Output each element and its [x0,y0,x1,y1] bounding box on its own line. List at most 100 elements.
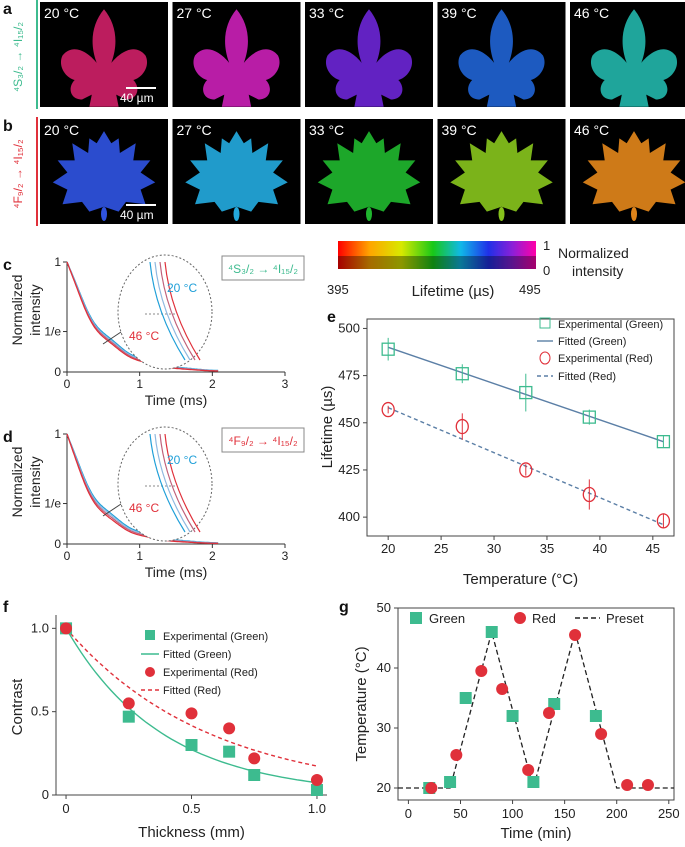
y-axis-label: Normalized [9,447,25,518]
panel-f: f 0 0.5 1.0 0 0.5 1.0 Thickness (mm) Contrast Exp… [3,599,327,841]
panel-a: a ⁴S₃/₂ → ⁴I₁₅/₂ 20 °C 40 µm 27 °C 33 °C 39 °C… [3,0,685,109]
y-tick-label: 20 [377,780,391,795]
temperature-label: 46 °C [574,5,609,21]
x-tick-label: 50 [453,806,467,821]
colorbar: 395 495 Lifetime (µs) 1 0 Normalized intensity [327,238,629,300]
point-red [122,697,135,710]
x-tick-label: 1.0 [308,801,326,816]
x-tick-label: 20 [381,541,395,556]
x-tick-label: 30 [487,541,501,556]
x-tick-label: 0 [405,806,412,821]
y-tick-label: 0 [42,787,49,802]
x-tick-label: 1 [136,549,143,563]
image-tile: 46 °C [570,2,685,107]
y-tick-label: 1/e [44,497,61,511]
zoom-inset [117,254,213,370]
y-tick-label: 475 [338,368,360,383]
transition-box [221,255,305,281]
point-red [455,418,469,435]
panel-e: e 20 25 30 35 40 45 400 425 450 475 500 Temperature … [319,309,675,588]
x-tick-label: 2 [209,377,216,391]
colorbar-norm-bottom: 0 [543,263,550,278]
x-tick-label: 3 [282,549,289,563]
legend-label: Fitted (Green) [558,336,626,348]
point-red [641,779,654,791]
image-tile: 33 °C [305,119,433,224]
y-tick-label: 1/e [44,325,61,339]
x-tick-label: 45 [646,541,660,556]
point-green [381,342,395,356]
legend-marker-green [539,317,551,329]
y-axis-label: Contrast [9,678,26,736]
inset-curve [164,261,201,361]
point-red [569,629,582,641]
point-green [589,710,602,722]
transition-box-label: ⁴S₃/₂ → ⁴I₁₅/₂ [228,262,298,276]
x-tick-label: 100 [502,806,524,821]
y-tick-label: 0.5 [31,704,49,719]
x-axis-label: Time (ms) [145,564,207,580]
temperature-label: 27 °C [177,122,212,138]
point-red [519,462,533,478]
scale-bar-label: 40 µm [120,91,154,105]
inset-curve [154,261,191,361]
x-axis-label: Thickness (mm) [138,824,245,841]
transition-box-label: ⁴F₉/₂ → ⁴I₁₅/₂ [228,434,298,448]
point-red [248,752,261,765]
preset-line [398,629,674,791]
y-tick-label: 0 [54,537,61,551]
specimen-droplet [233,207,240,221]
inset-label-46: 46 °C [129,329,159,343]
temperature-label: 46 °C [574,122,609,138]
colorbar-axis-label: Lifetime (µs) [412,283,495,300]
x-tick-label: 35 [540,541,554,556]
x-tick-label: 2 [209,549,216,563]
x-tick-label: 150 [554,806,576,821]
specimen-droplet [631,207,637,221]
point-green [223,745,236,758]
inset-curve [159,433,196,533]
image-tile: 20 °C 40 µm [40,2,168,107]
temperature-label: 33 °C [309,5,344,21]
point-red [621,779,634,791]
y-tick-label: 50 [377,600,391,615]
point-green [310,784,323,796]
colorbar-max: 495 [519,282,541,297]
legend-marker-green [410,612,422,624]
point-green [248,769,261,781]
panel-letter: g [339,599,349,616]
transition-label: ⁴S₃/₂ → ⁴I₁₅/₂ [11,22,25,92]
x-tick-label: 0 [64,377,71,391]
legend-label: Experimental (Red) [558,353,653,365]
x-tick-label: 250 [658,806,680,821]
inset-label-20: 20 °C [167,453,197,467]
panel-g: g 0 50 100 150 200 250 20 30 40 50 Time (min) Temper… [339,599,680,842]
colorbar-norm-title: Normalized [558,245,629,261]
point-red [522,764,535,776]
point-green [122,710,135,723]
point-red [582,486,596,503]
plot-frame [366,318,675,537]
legend-label: Fitted (Green) [163,649,231,661]
legend-label: Experimental (Green) [558,319,663,331]
panel-d: d 0 1 2 3 1 1/e 0 Time (ms) Normalized intensity 20… [3,426,305,580]
specimen-droplet [498,207,505,221]
point-red [450,749,463,761]
y-tick-label: 0 [54,365,61,379]
inset-label-46: 46 °C [129,501,159,515]
x-tick-label: 200 [606,806,628,821]
zoom-inset [117,426,213,542]
point-red [223,722,236,735]
image-tile: 27 °C [172,119,301,224]
decay-curve [66,433,219,544]
legend-label: Fitted (Red) [558,371,616,383]
image-tile: 33 °C [305,2,433,107]
point-green [506,710,519,722]
x-tick-label: 1 [136,377,143,391]
point-green [582,410,596,424]
x-tick-label: 0 [64,549,71,563]
zoom-pointer [102,503,122,517]
legend-marker-red [145,667,155,677]
panel-letter: f [3,599,9,616]
legend-label: Experimental (Green) [163,631,268,643]
